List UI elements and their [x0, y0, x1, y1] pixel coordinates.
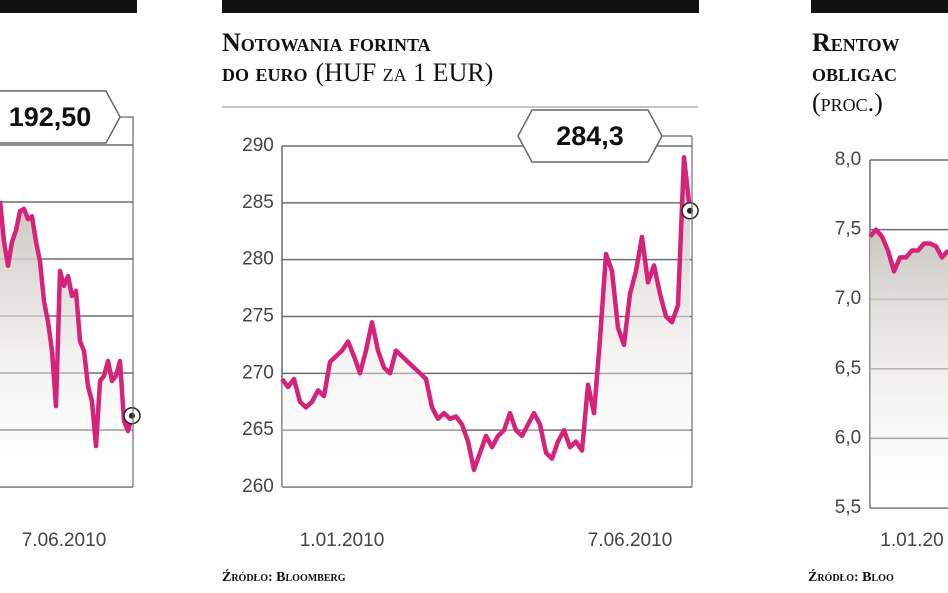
y-tick-label: 8,0 — [835, 149, 861, 170]
chart-title: Rentow — [812, 28, 899, 57]
x-tick-label: 7.06.2010 — [22, 530, 107, 551]
chart-title: obligac — [812, 58, 897, 87]
line — [0, 200, 135, 449]
end-marker-dot — [129, 412, 135, 419]
header-bar — [222, 0, 699, 13]
x-tick-label: 1.01.20 — [880, 530, 943, 551]
line — [868, 227, 948, 274]
chart-title: Notowania forinta — [222, 28, 431, 57]
y-tick-label: 6,5 — [835, 358, 861, 379]
line — [280, 155, 693, 473]
y-tick-label: 280 — [242, 249, 274, 270]
y-tick-label: 270 — [242, 362, 274, 383]
y-tick-label: 265 — [242, 419, 274, 440]
x-tick-label: 1.01.2010 — [300, 530, 385, 551]
y-tick-label: 7,0 — [835, 288, 861, 309]
header-bar — [811, 0, 948, 13]
y-tick-label: 285 — [242, 192, 274, 213]
callout-connector — [120, 116, 134, 135]
y-tick-label: 260 — [242, 476, 274, 497]
header-bar — [0, 0, 137, 13]
callout-box — [517, 109, 663, 163]
y-tick-label: 5,5 — [835, 497, 861, 518]
y-tick-label: 6,0 — [835, 427, 861, 448]
value-label: 284,3 — [556, 121, 624, 151]
area — [0, 200, 132, 487]
area — [870, 229, 948, 508]
y-tick-label: 275 — [242, 306, 274, 327]
value-label: 192,50 — [9, 102, 92, 132]
x-tick-label: 7.06.2010 — [588, 530, 673, 551]
unit-label: (HUF za 1 EUR) — [316, 58, 494, 87]
chart-title: do euro — [222, 58, 308, 87]
source: Źródło: Bloomberg — [222, 568, 346, 585]
y-tick-label: 290 — [242, 135, 274, 156]
unit-label: (proc.) — [812, 88, 883, 117]
source: Źródło: Bloo — [808, 568, 894, 585]
callout-box — [0, 90, 121, 144]
y-tick-label: 7,5 — [835, 219, 861, 240]
